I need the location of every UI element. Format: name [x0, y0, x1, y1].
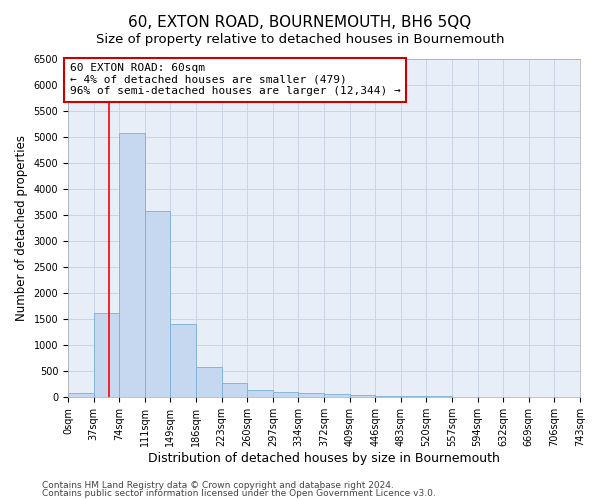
- Bar: [324, 394, 350, 397]
- Text: 60, EXTON ROAD, BOURNEMOUTH, BH6 5QQ: 60, EXTON ROAD, BOURNEMOUTH, BH6 5QQ: [128, 15, 472, 30]
- Bar: [452, 396, 478, 397]
- Bar: [145, 211, 170, 397]
- Bar: [68, 394, 94, 397]
- Bar: [273, 392, 298, 397]
- Bar: [375, 396, 401, 397]
- Bar: [247, 390, 273, 397]
- Text: Size of property relative to detached houses in Bournemouth: Size of property relative to detached ho…: [96, 32, 504, 46]
- Bar: [350, 395, 375, 397]
- Bar: [401, 396, 427, 397]
- Text: Contains HM Land Registry data © Crown copyright and database right 2024.: Contains HM Land Registry data © Crown c…: [42, 480, 394, 490]
- Bar: [119, 133, 145, 397]
- Y-axis label: Number of detached properties: Number of detached properties: [15, 135, 28, 321]
- Bar: [196, 368, 221, 397]
- Bar: [298, 394, 324, 397]
- Text: Contains public sector information licensed under the Open Government Licence v3: Contains public sector information licen…: [42, 489, 436, 498]
- Bar: [221, 383, 247, 397]
- Text: 60 EXTON ROAD: 60sqm
← 4% of detached houses are smaller (479)
96% of semi-detac: 60 EXTON ROAD: 60sqm ← 4% of detached ho…: [70, 63, 401, 96]
- X-axis label: Distribution of detached houses by size in Bournemouth: Distribution of detached houses by size …: [148, 452, 500, 465]
- Bar: [170, 324, 196, 397]
- Bar: [427, 396, 452, 397]
- Bar: [94, 312, 119, 397]
